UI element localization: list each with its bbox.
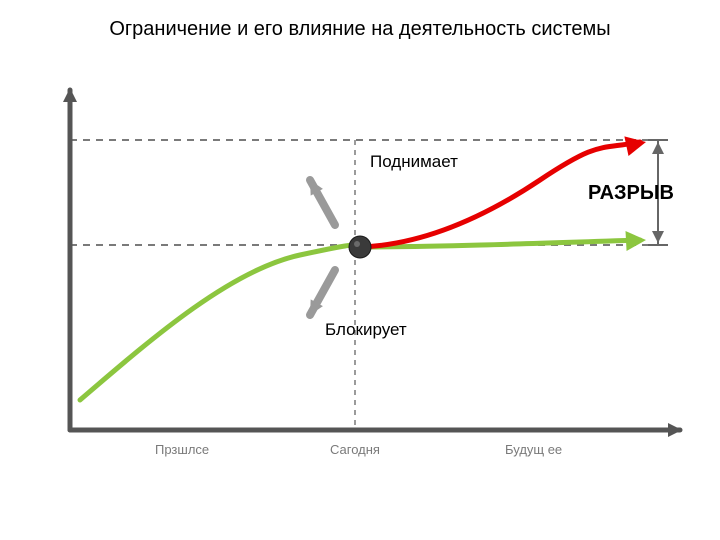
diagram-container: { "canvas": { "width": 720, "height": 54… — [0, 0, 720, 540]
label-past: Прзшлсе — [155, 442, 209, 457]
label-future: Будущ ее — [505, 442, 562, 457]
label-blocks: Блокирует — [325, 320, 407, 340]
label-raises: Поднимает — [370, 152, 458, 172]
chart-svg — [0, 0, 720, 540]
label-gap: РАЗРЫВ — [588, 182, 674, 205]
label-today: Сагодня — [330, 442, 380, 457]
